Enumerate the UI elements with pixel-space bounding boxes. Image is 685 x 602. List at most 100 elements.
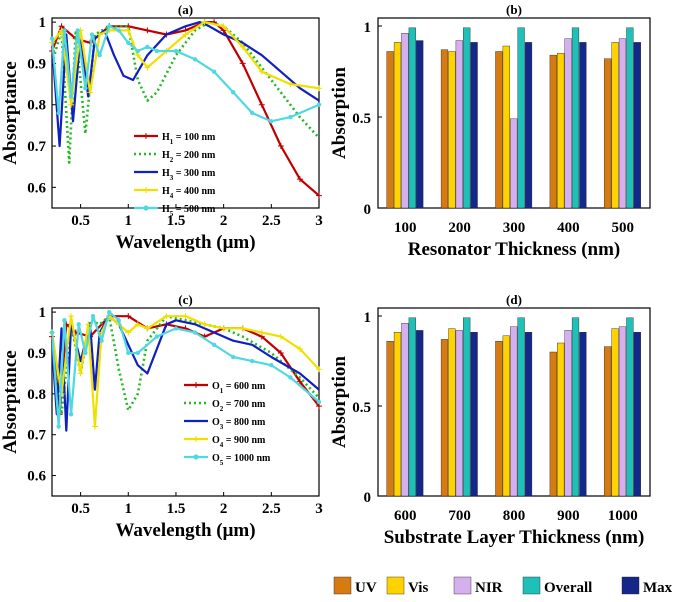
series-marker: [116, 318, 121, 323]
legend-marker: [143, 205, 149, 211]
legend-swatch-max: [621, 576, 640, 595]
series-marker: [316, 399, 322, 405]
series-marker: [296, 176, 303, 183]
plot-frame-0: [51, 17, 320, 209]
legend-label-uv: UV: [355, 580, 377, 596]
x-tick-label: 400: [557, 220, 580, 236]
x-tick-label: 200: [448, 220, 471, 236]
x-tick-label: 2: [220, 501, 228, 517]
legend-label: H2 = 200 nm: [162, 150, 216, 164]
legend-marker: [143, 133, 149, 139]
series-marker: [89, 32, 95, 37]
bar-overall: [463, 27, 471, 209]
y-tick-label: 0: [364, 490, 372, 506]
x-tick-label: 3: [315, 213, 323, 229]
x-tick-label: 100: [394, 220, 417, 236]
line-chart-c: 0.5 1 1.5 2 2.5 3 0.6 0.7 0.8 0.9 1 (c) Wavelength (…: [0, 292, 323, 541]
bar-vis: [393, 42, 402, 209]
bar-uv: [495, 341, 503, 497]
series-marker: [135, 350, 141, 356]
series-marker: [125, 329, 132, 336]
series-marker: [288, 375, 293, 380]
series-marker: [173, 48, 179, 54]
series-marker: [250, 358, 255, 364]
series-marker: [135, 48, 141, 54]
legend-label-vis: Vis: [408, 580, 428, 596]
x-tick-label: 600: [394, 508, 417, 524]
legend-marker: [193, 454, 199, 460]
series-marker: [173, 326, 179, 331]
legend-marker: [193, 436, 199, 442]
bar-max: [470, 42, 478, 209]
bar-uv: [386, 51, 394, 209]
legend-label-max: Max: [643, 580, 673, 596]
y-tick-label: 0.8: [27, 387, 46, 403]
legend-label: H3 = 300 nm: [162, 168, 216, 182]
bar-legend: UV Vis NIR Overall Max: [333, 576, 673, 596]
x-tick-label: 2: [220, 213, 228, 229]
series-marker: [56, 424, 61, 429]
series-marker: [56, 110, 61, 116]
bar-uv: [549, 351, 557, 497]
x-tick-label: 1: [125, 213, 133, 229]
bar-overall: [626, 27, 634, 209]
series-marker: [182, 313, 189, 320]
bar-max: [524, 42, 533, 209]
x-axis-label: Resonator Thickness (nm): [408, 239, 621, 260]
series-marker: [220, 325, 227, 332]
legend-label: H4 = 400 nm: [162, 186, 216, 200]
y-tick-label: 0.7: [27, 139, 46, 155]
bar-nir: [618, 326, 627, 497]
y-axis-label: Absorption: [329, 67, 350, 159]
bar-overall: [517, 27, 525, 209]
y-tick-label: 0.9: [27, 56, 46, 72]
x-tick-label: 500: [612, 220, 635, 236]
legend-label: O1 = 600 nm: [212, 381, 266, 395]
bar-max: [633, 332, 641, 497]
bar-vis: [448, 328, 456, 497]
legend-marker: [143, 187, 149, 193]
y-tick-label: 0.6: [27, 180, 46, 196]
bar-vis: [557, 53, 565, 209]
bar-uv: [386, 341, 394, 497]
bar-overall: [463, 317, 471, 497]
bar-nir: [401, 33, 409, 209]
series-marker: [125, 27, 132, 34]
series-marker: [62, 318, 67, 323]
series-marker: [316, 366, 322, 373]
series-marker: [287, 81, 294, 88]
y-tick-label: 0.9: [27, 346, 46, 362]
bar-max: [579, 332, 587, 497]
series-marker: [277, 143, 284, 150]
legend: H1 = 100 nm H2 = 200 nm H3 = 300 nm H4 = 40…: [134, 132, 216, 218]
series-marker: [126, 40, 131, 45]
series-marker: [230, 354, 236, 360]
series-marker: [91, 423, 98, 430]
legend-label-overall: Overall: [544, 580, 592, 596]
y-axis-label: Absorption: [329, 356, 350, 448]
x-tick-label: 2.5: [262, 501, 281, 517]
bar-nir: [455, 40, 463, 209]
series-marker: [144, 325, 151, 332]
series-marker: [201, 19, 208, 26]
series-marker: [75, 28, 80, 33]
bar-chart-b: 0 0.5 1 100 200 300 400 500 (b) Resonator Thickne…: [329, 2, 651, 260]
bar-max: [416, 330, 424, 497]
legend-swatch-uv: [333, 576, 352, 595]
bar-vis: [448, 51, 456, 209]
x-tick-label: 1000: [608, 508, 638, 524]
y-tick-label: 0.7: [27, 428, 46, 444]
bar-overall: [408, 317, 416, 497]
line-chart-a: 0.5 1 1.5 2 2.5 3 0.6 0.7 0.8 0.9 1 (a) Wavelength (…: [0, 2, 323, 253]
series-marker: [163, 313, 170, 320]
series-marker: [239, 43, 246, 50]
bar-max: [633, 42, 641, 209]
series-marker: [68, 101, 75, 108]
bar-uv: [604, 346, 612, 497]
legend-swatch-vis: [386, 576, 405, 595]
series-marker: [154, 48, 160, 54]
bar-vis: [611, 42, 619, 209]
bar-vis: [502, 45, 510, 209]
series-marker: [49, 330, 55, 335]
bar-nir: [618, 38, 627, 209]
